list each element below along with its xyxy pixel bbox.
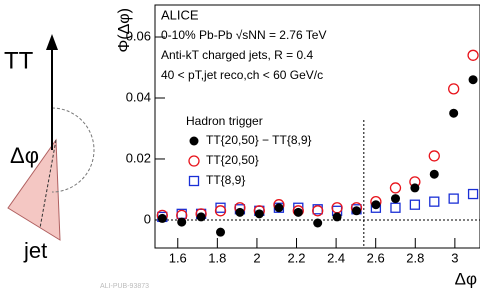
y-tick-label: 0 (144, 211, 151, 226)
data-point (469, 190, 478, 199)
annotation: Anti-kT charged jets, R = 0.4 (161, 48, 314, 62)
x-tick-label: 2.6 (367, 250, 385, 265)
data-point (391, 203, 400, 212)
legend-marker (190, 177, 199, 186)
data-point (430, 170, 439, 179)
trigger-label: TT (4, 47, 34, 74)
data-point (332, 203, 342, 213)
data-point (390, 183, 400, 193)
trigger-arrowhead (46, 34, 58, 50)
data-point (313, 218, 322, 227)
jet-label: jet (23, 238, 47, 263)
legend-marker (189, 156, 199, 166)
x-tick-label: 2 (253, 250, 260, 265)
data-point (449, 109, 458, 118)
x-tick-label: 2.4 (327, 250, 345, 265)
legend-title: Hadron trigger (186, 114, 263, 128)
data-point (177, 218, 186, 227)
data-point (371, 200, 380, 209)
x-axis-label: Δφ (455, 269, 477, 288)
data-point (216, 206, 226, 216)
angle-label: Δφ (10, 143, 39, 168)
watermark: ALI-PUB-93873 (100, 283, 149, 290)
data-point (430, 197, 439, 206)
data-point (391, 194, 400, 203)
x-tick-label: 1.8 (208, 250, 226, 265)
angle-arc (52, 108, 94, 192)
data-point (255, 209, 264, 218)
data-point (197, 212, 206, 221)
y-axis-label: Φ(Δφ) (116, 8, 133, 52)
x-tick-label: 2.8 (406, 250, 424, 265)
data-point (429, 151, 439, 161)
data-point (235, 208, 244, 217)
x-tick-label: 3 (451, 250, 458, 265)
data-point (410, 200, 419, 209)
annotation: 40 < pT,jet reco,ch < 60 GeV/c (161, 68, 323, 82)
y-tick-label: 0.04 (126, 89, 151, 104)
x-tick-label: 1.6 (169, 250, 187, 265)
data-point (274, 203, 283, 212)
data-point (158, 214, 167, 223)
data-point (449, 194, 458, 203)
y-tick-label: 0.02 (126, 150, 151, 165)
data-point (333, 212, 342, 221)
data-point (352, 206, 361, 215)
annotation: 0-10% Pb-Pb √sNN = 2.76 TeV (161, 28, 326, 42)
data-point (216, 228, 225, 237)
legend-label: TT{20,50} (206, 153, 259, 167)
annotation: ALICE (161, 7, 199, 22)
page: TT Δφ jet 00.020.040.061.61.822.22.42.62… (0, 0, 480, 290)
x-tick-label: 2.2 (287, 250, 305, 265)
legend-marker (190, 137, 199, 146)
legend-label: TT{20,50} − TT{8,9} (206, 133, 312, 147)
data-point (294, 208, 303, 217)
data-point (449, 84, 459, 94)
data-point (469, 75, 478, 84)
data-point (410, 183, 419, 192)
data-point (468, 50, 478, 60)
legend-label: TT{8,9} (206, 173, 245, 187)
